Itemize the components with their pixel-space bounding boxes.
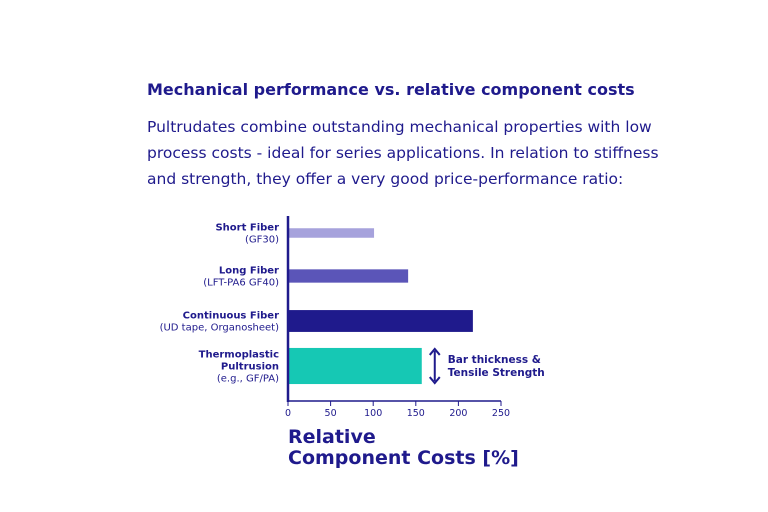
page-title: Mechanical performance vs. relative comp… [147, 80, 635, 99]
annotation-label: Tensile Strength [448, 367, 545, 379]
x-tick-label: 250 [492, 408, 510, 419]
x-tick-label: 200 [449, 408, 467, 419]
bar [288, 310, 473, 332]
category-sublabel: (e.g., GF/PA) [217, 374, 279, 385]
category-sublabel: (UD tape, Organosheet) [160, 323, 280, 334]
intro-paragraph: Pultrudates combine outstanding mechanic… [147, 114, 687, 192]
intro-line: process costs - ideal for series applica… [147, 144, 659, 162]
annotation-arrowhead-down [428, 376, 441, 385]
category-label: Short Fiber [215, 223, 279, 234]
category-label: Continuous Fiber [183, 311, 279, 322]
x-tick-label: 100 [364, 408, 382, 419]
x-axis-title: Component Costs [%] [288, 447, 519, 469]
bar [288, 269, 409, 283]
category-sublabel: (GF30) [245, 235, 279, 246]
x-tick-label: 50 [325, 408, 337, 419]
category-label: Pultrusion [221, 362, 279, 373]
category-sublabel: (LFT-PA6 GF40) [203, 278, 279, 289]
bar [288, 228, 375, 238]
intro-line: and strength, they offer a very good pri… [147, 170, 624, 188]
annotation-label: Bar thickness & [448, 354, 541, 366]
bar [288, 347, 422, 385]
intro-line: Pultrudates combine outstanding mechanic… [147, 118, 652, 136]
annotation-arrowhead-up [428, 347, 441, 356]
x-axis-title: Relative [288, 426, 376, 448]
x-tick-label: 150 [407, 408, 425, 419]
category-label: Long Fiber [219, 266, 279, 277]
category-label: Thermoplastic [199, 350, 279, 361]
x-tick-label: 0 [285, 408, 291, 419]
